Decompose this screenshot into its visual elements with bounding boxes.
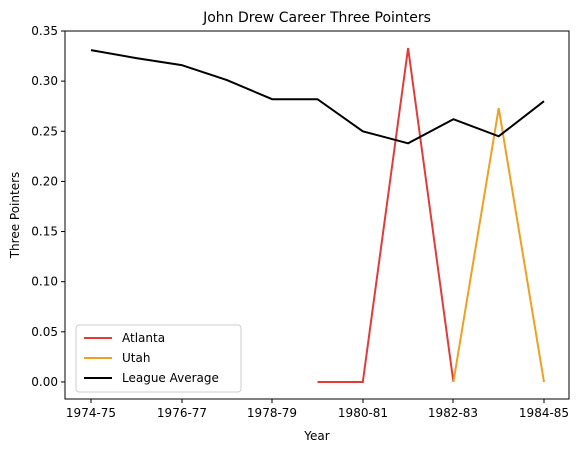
y-tick-label: 0.05 (31, 325, 58, 339)
y-tick-label: 0.35 (31, 24, 58, 38)
y-axis: 0.00 0.05 0.10 0.15 0.20 0.25 0.30 0.35 (31, 24, 65, 389)
plot-frame (64, 30, 570, 400)
y-tick-label: 0.25 (31, 124, 58, 138)
x-axis: 1974-75 1976-77 1978-79 1980-81 1982-83 1984-… (66, 399, 569, 420)
y-tick-label: 0.30 (31, 74, 58, 88)
legend: Atlanta Utah League Average (75, 324, 242, 393)
y-tick-label: 0.00 (31, 375, 58, 389)
y-axis-title: Three Pointers (8, 172, 22, 260)
series-line-utah (452, 108, 545, 383)
y-tick-label: 0.15 (31, 225, 58, 239)
legend-label-league-average: League Average (122, 371, 219, 385)
legend-box (75, 324, 242, 393)
y-tick-label: 0.10 (31, 275, 58, 289)
series-line-atlanta (317, 47, 455, 383)
chart-title: John Drew Career Three Pointers (202, 10, 431, 26)
series-line-league-average (90, 49, 545, 145)
y-tick-label: 0.20 (31, 174, 58, 188)
x-tick-label: 1974-75 (66, 406, 116, 420)
x-tick-label: 1980-81 (338, 406, 388, 420)
plot-lines (90, 47, 545, 383)
x-axis-title: Year (303, 429, 329, 443)
x-tick-label: 1978-79 (247, 406, 297, 420)
x-tick-label: 1976-77 (157, 406, 207, 420)
legend-label-atlanta: Atlanta (122, 331, 165, 345)
legend-label-utah: Utah (122, 351, 150, 365)
x-tick-label: 1984-85 (519, 406, 569, 420)
x-tick-label: 1982-83 (428, 406, 478, 420)
